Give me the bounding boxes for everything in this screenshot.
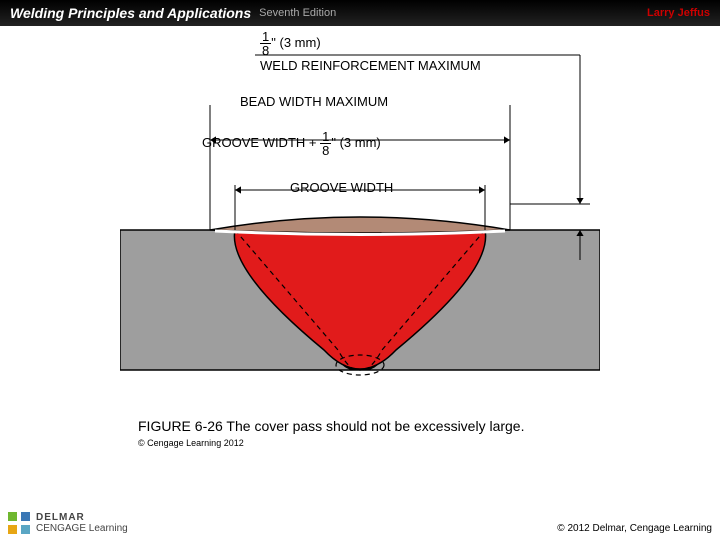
reinforcement-fraction: 18" (3 mm) bbox=[260, 30, 321, 57]
weld-diagram-svg bbox=[120, 30, 600, 400]
book-edition: Seventh Edition bbox=[259, 7, 336, 19]
reinforcement-label: WELD REINFORCEMENT MAXIMUM bbox=[260, 58, 481, 73]
bead-width-label: BEAD WIDTH MAXIMUM bbox=[240, 94, 388, 109]
figure-caption: FIGURE 6-26 The cover pass should not be… bbox=[138, 418, 524, 434]
groove-width-label: GROOVE WIDTH bbox=[290, 180, 393, 195]
delmar-logo-icon bbox=[8, 512, 30, 534]
bead-width-formula: GROOVE WIDTH + 18" (3 mm) bbox=[202, 130, 381, 157]
header-bar: Welding Principles and Applications Seve… bbox=[0, 0, 720, 26]
footer-copyright: © 2012 Delmar, Cengage Learning bbox=[557, 523, 712, 534]
book-title: Welding Principles and Applications bbox=[10, 5, 251, 21]
author-name: Larry Jeffus bbox=[647, 7, 710, 19]
weld-diagram: 18" (3 mm) WELD REINFORCEMENT MAXIMUM BE… bbox=[120, 30, 600, 400]
figure-copyright: © Cengage Learning 2012 bbox=[138, 438, 244, 448]
footer-brand-text: DELMAR CENGAGE Learning bbox=[36, 512, 128, 534]
footer-brand: DELMAR CENGAGE Learning bbox=[8, 512, 128, 534]
